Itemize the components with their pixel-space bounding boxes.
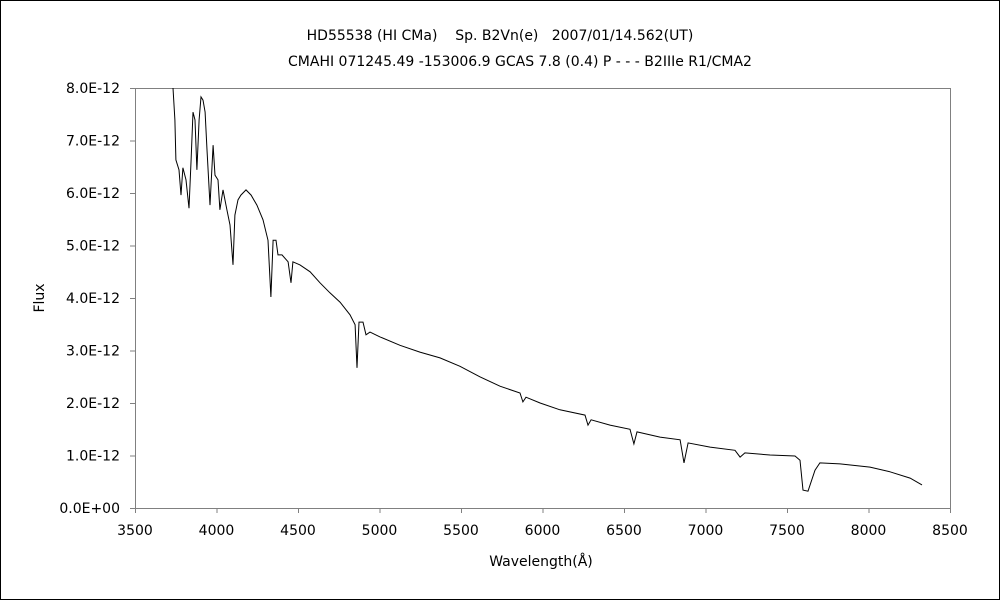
x-tick-label: 4000 bbox=[199, 523, 235, 539]
y-tick-label: 7.0E-12 bbox=[66, 134, 120, 150]
x-tick-label: 6000 bbox=[525, 523, 561, 539]
y-axis-label: Flux bbox=[32, 283, 48, 312]
plot-area bbox=[135, 88, 951, 509]
x-tick-label: 5500 bbox=[443, 523, 479, 539]
y-tick-label: 2.0E-12 bbox=[66, 396, 120, 412]
x-tick-label: 6500 bbox=[606, 523, 642, 539]
x-tick-label: 5000 bbox=[362, 523, 398, 539]
chart-subtitle: CMAHI 071245.49 -153006.9 GCAS 7.8 (0.4)… bbox=[288, 54, 752, 70]
y-tick-label: 3.0E-12 bbox=[66, 344, 120, 360]
y-tick-label: 1.0E-12 bbox=[66, 449, 120, 465]
y-tick-label: 8.0E-12 bbox=[66, 81, 120, 97]
y-tick-label: 5.0E-12 bbox=[66, 239, 120, 255]
x-tick-label: 7000 bbox=[688, 523, 724, 539]
x-axis-label: Wavelength(Å) bbox=[489, 553, 593, 570]
x-tick-label: 8000 bbox=[851, 523, 887, 539]
x-tick-label: 8500 bbox=[932, 523, 968, 539]
y-tick-label: 6.0E-12 bbox=[66, 186, 120, 202]
y-tick-label: 0.0E+00 bbox=[59, 501, 120, 517]
chart-title: HD55538 (HI CMa) Sp. B2Vn(e) 2007/01/14.… bbox=[307, 28, 694, 44]
flux-series-line bbox=[172, 87, 923, 492]
x-tick-label: 3500 bbox=[117, 523, 153, 539]
x-tick-label: 7500 bbox=[769, 523, 805, 539]
x-tick-label: 4500 bbox=[280, 523, 316, 539]
y-tick-label: 4.0E-12 bbox=[66, 291, 120, 307]
